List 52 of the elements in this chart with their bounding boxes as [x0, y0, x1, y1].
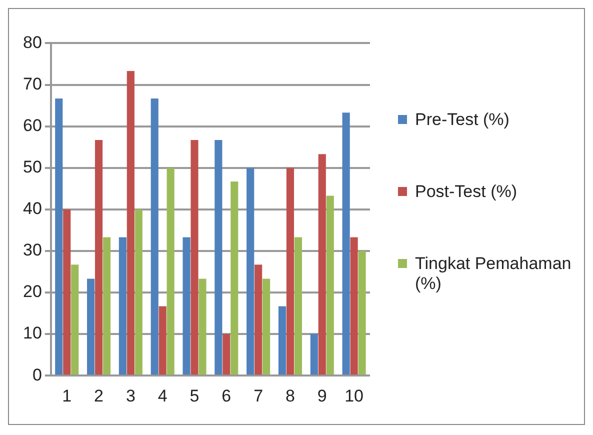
- y-tick-label: 70: [22, 74, 42, 94]
- bar: [190, 140, 198, 375]
- bar: [55, 98, 63, 375]
- bar: [318, 154, 326, 375]
- bar: [286, 168, 294, 375]
- x-tick-label: 6: [222, 386, 232, 406]
- bar: [118, 237, 126, 375]
- x-tick-label: 7: [254, 386, 264, 406]
- bar: [126, 71, 134, 375]
- legend-label: Post-Test (%): [415, 182, 518, 202]
- bar: [166, 168, 174, 375]
- bar: [102, 237, 111, 375]
- bar: [71, 264, 79, 375]
- x-tick-label: 8: [285, 386, 295, 406]
- bar: [326, 196, 334, 375]
- bar: [63, 209, 71, 375]
- x-tick-label: 3: [126, 386, 136, 406]
- bar: [222, 334, 230, 375]
- x-tick-label: 5: [190, 386, 200, 406]
- y-tick-label: 60: [22, 116, 42, 135]
- x-tick-label: 9: [317, 386, 327, 406]
- bar: [342, 112, 350, 375]
- bar: [278, 306, 286, 375]
- bar: [94, 140, 103, 375]
- y-tick-label: 50: [22, 158, 42, 177]
- bar: [198, 278, 206, 375]
- bar: [134, 209, 142, 375]
- bar: [246, 168, 254, 375]
- y-tick-label: 80: [22, 32, 42, 52]
- x-tick-label: 4: [158, 386, 168, 406]
- bar: [254, 264, 262, 375]
- bar: [158, 306, 166, 375]
- bar: [358, 250, 366, 375]
- legend-label: Tingkat Pemahaman (%): [415, 254, 572, 294]
- bar: [182, 237, 190, 375]
- bar: [294, 237, 302, 375]
- bar: [214, 140, 222, 375]
- y-tick-label: 20: [22, 282, 42, 302]
- bar: [310, 334, 318, 375]
- x-tick-label: 2: [94, 386, 104, 406]
- legend-label: Pre-Test (%): [415, 110, 510, 130]
- y-tick-label: 30: [22, 240, 42, 260]
- x-tick-label: 10: [344, 386, 364, 406]
- bar: [230, 182, 238, 375]
- bar: [350, 237, 358, 375]
- y-tick-label: 10: [22, 324, 42, 343]
- bar: [87, 278, 95, 375]
- y-tick-label: 0: [32, 365, 42, 384]
- bar: [150, 98, 158, 375]
- x-tick-label: 1: [62, 386, 72, 406]
- y-tick-label: 40: [22, 199, 42, 218]
- bar: [262, 278, 270, 375]
